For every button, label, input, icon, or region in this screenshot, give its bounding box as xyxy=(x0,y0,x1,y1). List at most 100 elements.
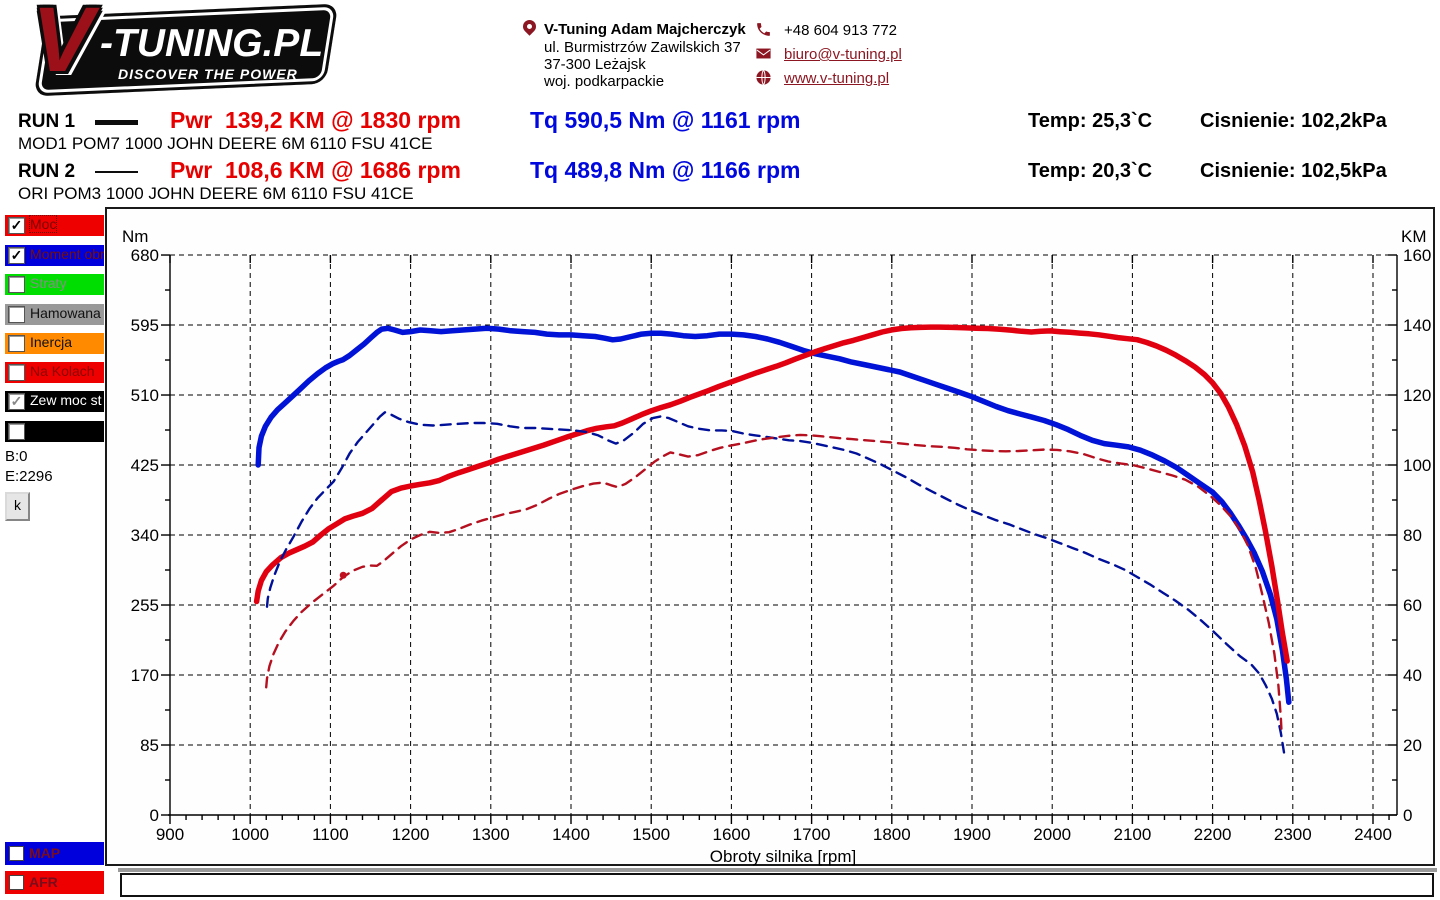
checkbox[interactable] xyxy=(9,875,24,890)
phone-icon xyxy=(757,23,770,36)
svg-text:Obroty silnika [rpm]: Obroty silnika [rpm] xyxy=(710,847,856,866)
svg-text:2200: 2200 xyxy=(1194,825,1232,844)
legend-checkbox-row-straty[interactable]: Straty xyxy=(5,274,104,295)
svg-text:100: 100 xyxy=(1403,456,1431,475)
svg-text:1700: 1700 xyxy=(793,825,831,844)
logo-v-letter: V xyxy=(32,0,94,91)
chart-frame xyxy=(105,207,1435,866)
checkbox[interactable] xyxy=(8,364,25,381)
svg-text:2100: 2100 xyxy=(1113,825,1151,844)
svg-text:425: 425 xyxy=(131,456,159,475)
run2-power-value: Pwr 108,6 KM @ 1686 rpm xyxy=(170,157,461,183)
svg-text:595: 595 xyxy=(131,316,159,335)
run1-power-value: Pwr 139,2 KM @ 1830 rpm xyxy=(170,107,461,133)
checkbox[interactable] xyxy=(8,306,25,323)
run1-torque-curve xyxy=(255,325,1292,705)
run2-torque-curve xyxy=(265,411,1286,754)
run1-temp: Temp: 25,3`C xyxy=(1028,110,1153,132)
svg-text:60: 60 xyxy=(1403,596,1422,615)
svg-text:1300: 1300 xyxy=(472,825,510,844)
svg-text:160: 160 xyxy=(1403,246,1431,265)
run1-line-swatch xyxy=(95,120,138,125)
overlay-checkbox-row-afr[interactable]: AFR xyxy=(5,871,104,894)
svg-text:680: 680 xyxy=(131,246,159,265)
run2-model: ORI POM3 1000 JOHN DEERE 6M 6110 FSU 41C… xyxy=(18,184,414,203)
svg-text:1100: 1100 xyxy=(312,825,349,844)
svg-text:1400: 1400 xyxy=(552,825,590,844)
legend-checkbox-row-moc[interactable]: ✓ Moc xyxy=(5,215,104,236)
legend-checkbox-row-zew-moc-st[interactable]: ✓ Zew moc st xyxy=(5,391,104,412)
svg-text:1800: 1800 xyxy=(873,825,911,844)
website-link[interactable]: www.v-tuning.pl xyxy=(784,70,890,87)
website-globe-icon xyxy=(756,69,771,86)
run2-line-swatch xyxy=(95,171,138,173)
legend-checkbox-row-na-kolach[interactable]: Na Kolach xyxy=(5,362,104,383)
overlay-checkbox-row-map[interactable]: MAP xyxy=(5,842,104,865)
b-counter: B:0 xyxy=(5,448,28,465)
svg-text:2400: 2400 xyxy=(1354,825,1392,844)
run2-label: RUN 2 xyxy=(18,161,76,182)
company-city: 37-300 Leżajsk xyxy=(544,56,646,73)
run1-torque-value: Tq 590,5 Nm @ 1161 rpm xyxy=(530,107,801,133)
phone-number: +48 604 913 772 xyxy=(784,22,898,39)
svg-text:0: 0 xyxy=(150,806,159,825)
run1-power-curve xyxy=(253,324,1290,664)
svg-text:80: 80 xyxy=(1403,526,1422,545)
svg-text:510: 510 xyxy=(131,386,159,405)
svg-text:40: 40 xyxy=(1403,666,1422,685)
checkbox[interactable] xyxy=(8,276,25,293)
run2-pressure: Cisnienie: 102,5kPa xyxy=(1200,160,1387,182)
checkbox[interactable]: ✓ xyxy=(8,393,25,410)
legend-checkbox-row-moment-obr[interactable]: ✓ Moment obr xyxy=(5,245,104,266)
checkbox-label: Inercja xyxy=(30,334,73,350)
svg-text:170: 170 xyxy=(131,666,159,685)
svg-text:2300: 2300 xyxy=(1274,825,1312,844)
legend-checkbox-row-hamowana[interactable]: Hamowana xyxy=(5,304,104,325)
svg-text:85: 85 xyxy=(140,736,159,755)
svg-text:340: 340 xyxy=(131,526,159,545)
company-street: ul. Burmistrzów Zawilskich 37 xyxy=(544,39,741,56)
checkbox-label: Moment obr xyxy=(30,246,104,262)
k-button[interactable]: k xyxy=(5,492,30,521)
run2-torque-value: Tq 489,8 Nm @ 1166 rpm xyxy=(530,157,801,183)
svg-text:1200: 1200 xyxy=(392,825,430,844)
vtuning-logo: V -TUNING.PL DISCOVER THE POWER xyxy=(14,0,339,97)
svg-text:20: 20 xyxy=(1403,736,1422,755)
svg-text:140: 140 xyxy=(1403,316,1431,335)
checkbox-label: AFR xyxy=(29,874,58,890)
legend-checkbox-row-inercja[interactable]: Inercja xyxy=(5,333,104,354)
svg-text:KM: KM xyxy=(1401,227,1427,246)
checkbox-label: Zew moc st xyxy=(30,392,102,408)
run2-temp: Temp: 20,3`C xyxy=(1028,160,1153,182)
bottom-status-box xyxy=(120,873,1434,897)
curve-marker-dot xyxy=(339,571,347,579)
bottom-separator xyxy=(118,868,1437,872)
run1-model: MOD1 POM7 1000 JOHN DEERE 6M 6110 FSU 41… xyxy=(18,134,433,153)
svg-text:0: 0 xyxy=(1403,806,1412,825)
legend-checkbox-row-blank[interactable] xyxy=(5,421,104,442)
checkbox-label: Moc xyxy=(28,215,58,233)
svg-text:1500: 1500 xyxy=(632,825,670,844)
email-link[interactable]: biuro@v-tuning.pl xyxy=(784,46,902,63)
svg-text:1900: 1900 xyxy=(953,825,991,844)
checkbox-label: Straty xyxy=(30,275,67,291)
company-region: woj. podkarpackie xyxy=(544,73,665,90)
run1-pressure: Cisnienie: 102,2kPa xyxy=(1200,110,1387,132)
svg-text:2000: 2000 xyxy=(1033,825,1071,844)
company-name: V-Tuning Adam Majcherczyk xyxy=(544,21,746,38)
checkbox[interactable]: ✓ xyxy=(8,217,25,234)
run1-label: RUN 1 xyxy=(18,111,76,132)
checkbox[interactable] xyxy=(9,846,24,861)
checkbox-label: Hamowana xyxy=(30,305,101,321)
checkbox[interactable] xyxy=(8,335,25,352)
svg-text:120: 120 xyxy=(1403,386,1431,405)
e-counter: E:2296 xyxy=(5,468,53,485)
logo-name: -TUNING.PL xyxy=(100,22,324,65)
email-icon xyxy=(756,48,771,59)
svg-text:900: 900 xyxy=(156,825,184,844)
checkbox[interactable]: ✓ xyxy=(8,247,25,264)
checkbox[interactable] xyxy=(8,423,25,440)
svg-text:1600: 1600 xyxy=(712,825,750,844)
